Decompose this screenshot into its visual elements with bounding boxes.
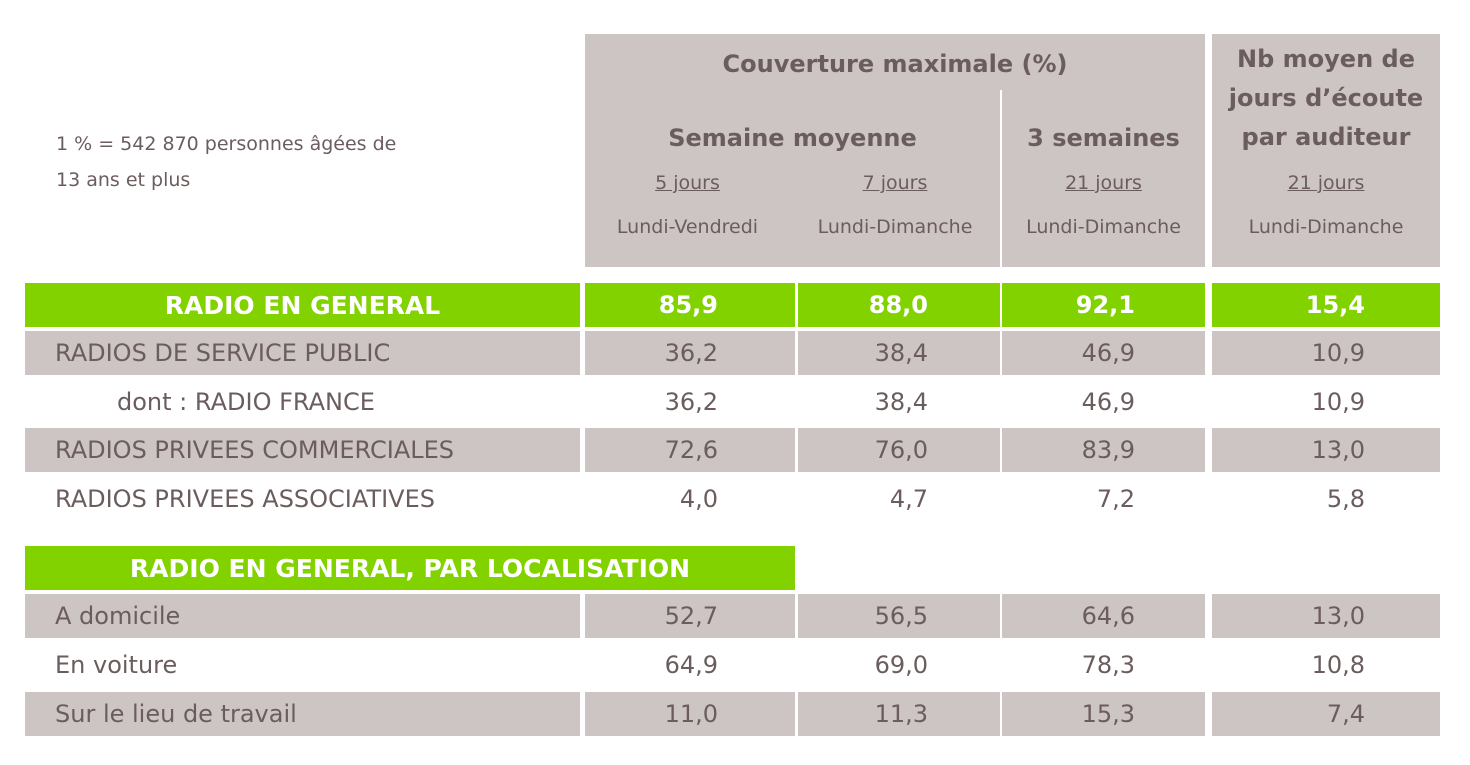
note-line: 13 ans et plus — [56, 169, 191, 191]
row-label: En voiture — [55, 651, 178, 679]
period-range: Lundi-Dimanche — [817, 216, 973, 238]
value-cell: 5,8 — [1326, 485, 1365, 513]
nb-days-line: Nb moyen de — [1237, 45, 1415, 73]
value-cell: 83,9 — [1002, 428, 1205, 472]
nb-days-header — [1212, 34, 1440, 267]
value-cell: 36,2 — [585, 331, 795, 375]
value-cell: 7,4 — [1212, 692, 1440, 736]
nb-days-line: par auditeur — [1241, 123, 1411, 151]
value-cell: 7,2 — [1096, 485, 1135, 513]
value-cell: 13,0 — [1212, 594, 1440, 638]
nb-days-line: jours d’écoute — [1228, 84, 1424, 112]
period-range: Lundi-Vendredi — [616, 216, 759, 238]
value-cell: 64,9 — [664, 651, 718, 679]
value-cell: 10,8 — [1311, 651, 1365, 679]
value-cell: 11,3 — [798, 692, 1000, 736]
row-label: RADIOS PRIVEES ASSOCIATIVES — [55, 485, 435, 513]
row-label: RADIOS PRIVEES COMMERCIALES — [25, 428, 580, 472]
divider — [1000, 90, 1002, 267]
value-cell: 78,3 — [1081, 651, 1135, 679]
period-range: Lundi-Dimanche — [1026, 216, 1181, 238]
note-line: 1 % = 542 870 personnes âgées de — [56, 133, 397, 155]
value-cell: 4,7 — [889, 485, 928, 513]
row-label: RADIO EN GENERAL — [25, 283, 580, 327]
three-weeks-title: 3 semaines — [1027, 124, 1180, 152]
value-cell: 69,0 — [874, 651, 928, 679]
value-cell: 11,0 — [585, 692, 795, 736]
avg-week-title: Semaine moyenne — [668, 124, 917, 152]
value-cell: 38,4 — [798, 331, 1000, 375]
row-label: Sur le lieu de travail — [25, 692, 580, 736]
period-days: 5 jours — [655, 172, 720, 194]
value-cell: 92,1 — [1002, 283, 1205, 327]
coverage-header — [585, 34, 1205, 267]
value-cell: 52,7 — [585, 594, 795, 638]
value-cell: 46,9 — [1002, 331, 1205, 375]
row-label: A domicile — [25, 594, 580, 638]
period-days: 7 jours — [862, 172, 928, 194]
row-label: dont : RADIO FRANCE — [117, 388, 375, 416]
value-cell: 72,6 — [585, 428, 795, 472]
value-cell: 56,5 — [798, 594, 1000, 638]
value-cell: 36,2 — [664, 388, 718, 416]
value-cell: 38,4 — [874, 388, 928, 416]
section-header: RADIO EN GENERAL, PAR LOCALISATION — [25, 546, 795, 590]
value-cell: 15,3 — [1002, 692, 1205, 736]
value-cell: 13,0 — [1212, 428, 1440, 472]
value-cell: 85,9 — [585, 283, 795, 327]
population-note: 1 % = 542 870 personnes âgées de 13 ans … — [56, 126, 396, 198]
value-cell: 10,9 — [1311, 388, 1365, 416]
value-cell: 46,9 — [1081, 388, 1135, 416]
row-label: RADIOS DE SERVICE PUBLIC — [25, 331, 580, 375]
period-range: Lundi-Dimanche — [1248, 216, 1404, 238]
nb-days-title: Nb moyen de jours d’écoute par auditeur — [1212, 40, 1440, 157]
value-cell: 15,4 — [1212, 283, 1440, 327]
value-cell: 88,0 — [798, 283, 1000, 327]
coverage-title: Couverture maximale (%) — [722, 50, 1068, 78]
value-cell: 64,6 — [1002, 594, 1205, 638]
period-days: 21 jours — [1287, 172, 1365, 194]
value-cell: 4,0 — [679, 485, 718, 513]
period-days: 21 jours — [1065, 172, 1142, 194]
value-cell: 10,9 — [1212, 331, 1440, 375]
value-cell: 76,0 — [798, 428, 1000, 472]
